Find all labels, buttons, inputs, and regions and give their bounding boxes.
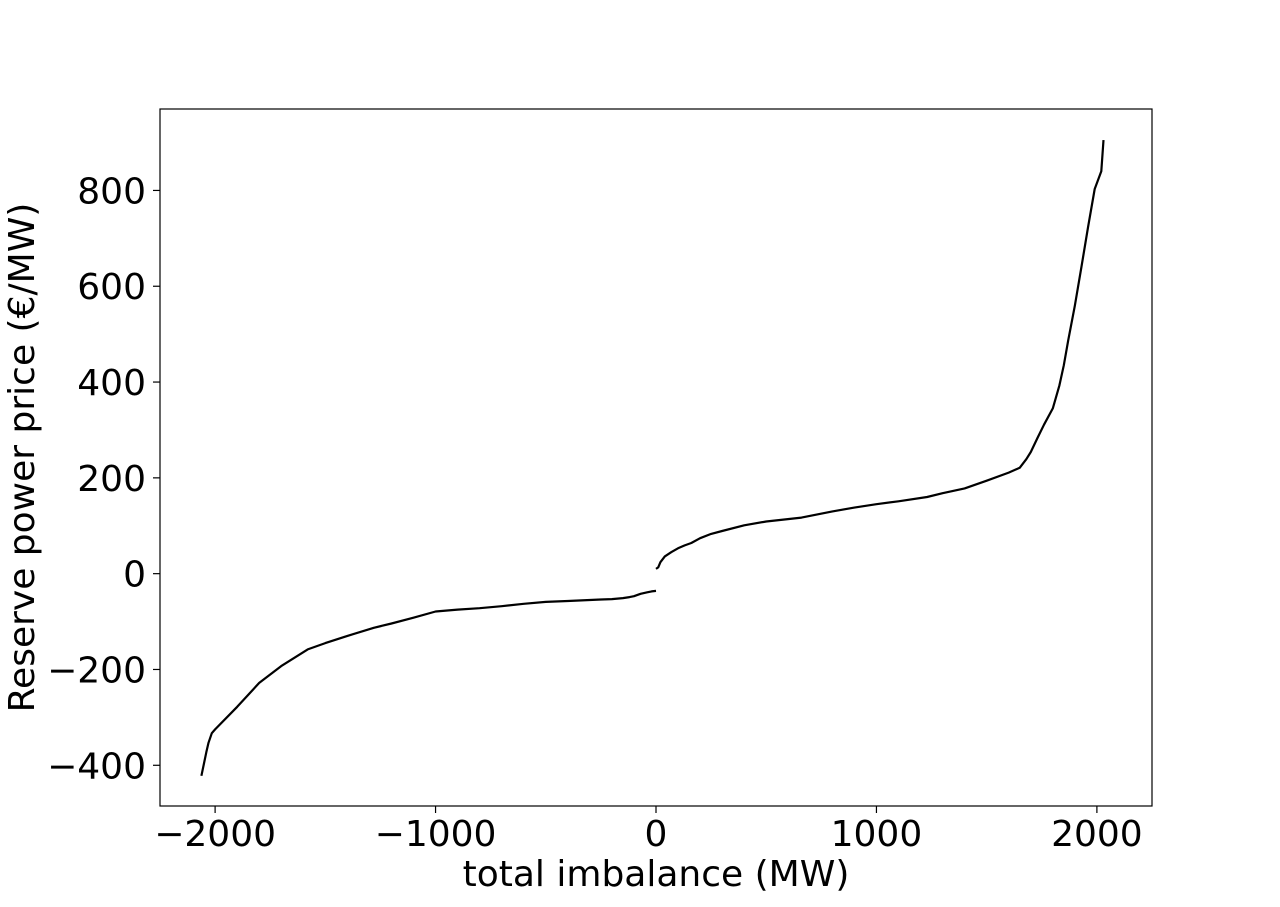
x-tick-label: 2000 (1051, 814, 1143, 855)
series-line-positive (655, 140, 1105, 570)
y-tick-label: 200 (77, 459, 146, 500)
x-tick-label: 0 (645, 814, 668, 855)
x-axis-ticks: −2000 −1000 0 1000 2000 (154, 806, 1143, 855)
y-tick-label: 0 (123, 555, 146, 596)
plot-lines (200, 140, 1105, 777)
x-tick-label: 1000 (831, 814, 923, 855)
y-tick-label: −200 (47, 650, 146, 691)
x-axis-label: total imbalance (MW) (463, 854, 850, 895)
y-tick-label: 600 (77, 267, 146, 308)
y-tick-label: −400 (47, 746, 146, 787)
x-tick-label: −1000 (375, 814, 497, 855)
y-axis-ticks: −400 −200 0 200 400 600 800 (47, 171, 160, 787)
x-tick-label: −2000 (154, 814, 276, 855)
y-tick-label: 400 (77, 363, 146, 404)
y-axis-label: Reserve power price (€/MW) (2, 203, 43, 713)
series-line-negative (200, 589, 657, 777)
y-tick-label: 800 (77, 171, 146, 212)
